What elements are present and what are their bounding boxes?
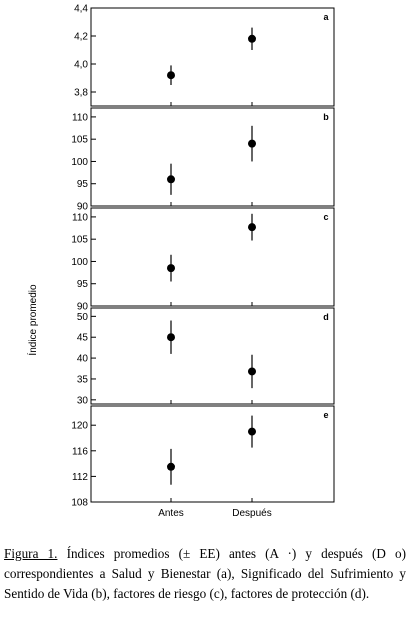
data-point-b-1: [167, 175, 175, 184]
panel-frame-b: [90, 107, 335, 207]
y-tick-label-c: 95: [77, 279, 89, 290]
y-tick-label-b: 95: [77, 179, 89, 190]
y-tick-label-c: 90: [77, 302, 89, 313]
data-point-c-2: [248, 223, 256, 232]
y-tick-label-e: 108: [71, 498, 88, 509]
y-tick-label-a: 4,4: [74, 4, 88, 15]
y-tick-label-d: 45: [77, 333, 89, 344]
y-tick-label-d: 50: [77, 312, 89, 323]
panel-frame-e: [90, 405, 335, 503]
y-tick-label-c: 100: [71, 257, 88, 268]
data-point-e-2: [248, 427, 256, 436]
y-tick-label-b: 110: [72, 112, 88, 123]
x-category-label: Después: [232, 508, 271, 519]
data-point-d-2: [248, 367, 256, 376]
y-tick-label-e: 120: [71, 421, 88, 432]
data-point-b-2: [248, 139, 256, 148]
y-tick-label-d: 35: [77, 374, 89, 385]
data-point-d-1: [167, 333, 175, 342]
y-tick-label-b: 90: [77, 202, 89, 213]
figure-caption: Figura 1. Índices promedios (± EE) antes…: [4, 544, 406, 604]
data-point-a-1: [167, 71, 175, 80]
y-tick-label-d: 30: [77, 395, 89, 406]
y-tick-label-b: 100: [71, 157, 88, 168]
y-tick-label-c: 105: [71, 235, 88, 246]
y-tick-label-c: 110: [72, 212, 88, 223]
caption-label: Figura 1.: [4, 546, 58, 561]
caption-text: Índices promedios (± EE) antes (A ·) y d…: [4, 546, 406, 601]
y-tick-label-e: 112: [72, 472, 88, 483]
y-axis-title: Índice promedio: [26, 284, 39, 356]
chart: 3,8 4,0 4,2 4,4 a 90 95 100 105 110 b 90 95 100 105 110…: [26, 4, 335, 519]
data-point-a-2: [248, 34, 256, 43]
y-tick-label-d: 40: [77, 354, 89, 365]
data-point-c-1: [167, 264, 175, 273]
panel-letter-e: e: [323, 410, 328, 420]
panel-letter-c: c: [323, 212, 328, 222]
y-tick-label-a: 4,2: [74, 32, 88, 43]
y-tick-label-b: 105: [71, 135, 88, 146]
panel-frame-d: [90, 307, 335, 405]
data-point-e-1: [167, 462, 175, 471]
y-tick-label-a: 4,0: [74, 60, 88, 71]
y-tick-label-a: 3,8: [74, 88, 88, 99]
x-category-label: Antes: [158, 508, 184, 519]
y-tick-label-e: 116: [72, 446, 88, 457]
panel-frame-a: [90, 7, 335, 107]
panel-letter-a: a: [323, 12, 329, 22]
panel-letter-d: d: [323, 312, 329, 322]
panel-letter-b: b: [323, 112, 329, 122]
panel-frame-c: [90, 207, 335, 307]
